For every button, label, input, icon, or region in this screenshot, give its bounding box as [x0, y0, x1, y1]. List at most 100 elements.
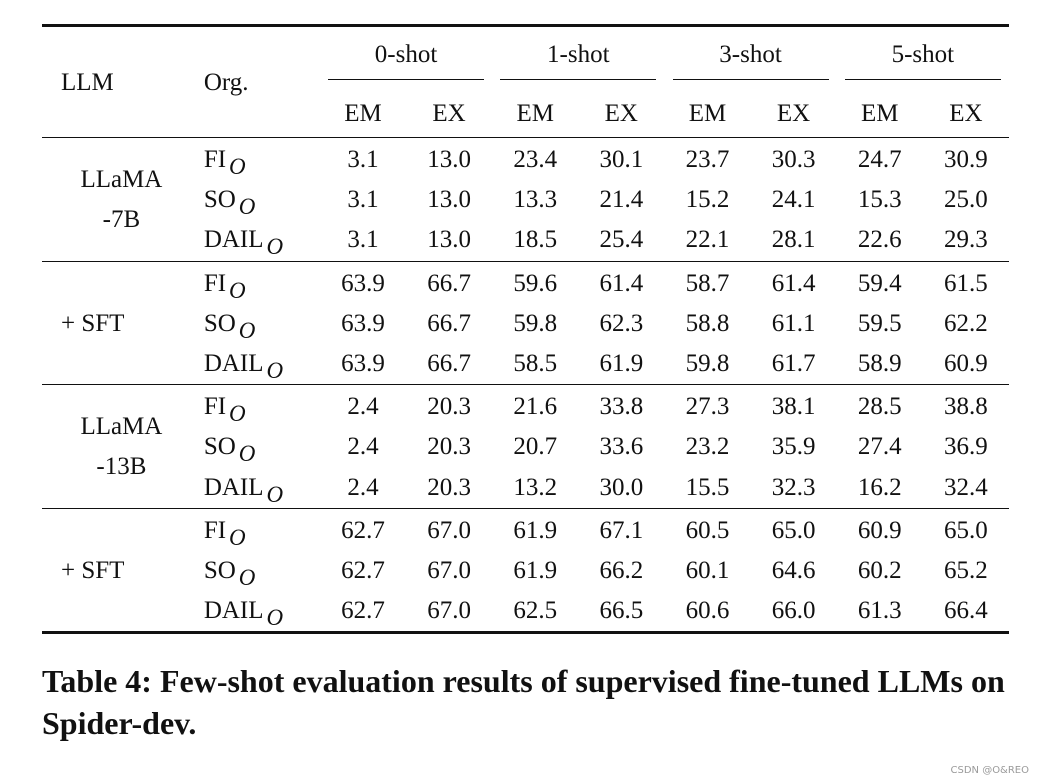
value-cell: 3.1 — [347, 186, 379, 214]
header-shot-label: 3-shot — [719, 40, 782, 68]
org-subscript: O — [229, 524, 246, 550]
value-cell: 13.0 — [427, 186, 471, 214]
value-cell: 62.7 — [319, 507, 407, 551]
value-cell: 21.6 — [492, 384, 579, 428]
table-row: SO O 62.7 67.0 61.9 66.2 60.1 64.6 60.2 65.2 — [42, 551, 1009, 591]
header-shot-1: 1-shot — [492, 26, 664, 92]
table-caption: Table 4: Few-shot evaluation results of … — [42, 663, 1005, 741]
value-cell: 60.1 — [685, 556, 730, 584]
org-name: FI — [203, 516, 227, 544]
org-name: SO — [203, 186, 236, 214]
value-cell: 61.4 — [750, 260, 837, 304]
org-cell: FI O — [200, 137, 320, 181]
table-row: LLaMA -13B FI O 2.4 20.3 21.6 33.8 27.3 38.1 28.5 3… — [42, 384, 1009, 509]
header-shot-label: 0-shot — [374, 40, 438, 68]
org-cell: DAIL O — [201, 468, 320, 509]
value-cell: 63.9 — [341, 350, 385, 378]
value-cell: 20.3 — [406, 384, 493, 428]
value-cell: 28.1 — [771, 226, 816, 254]
org-subscript: O — [238, 194, 256, 220]
header-metric: EM — [860, 100, 899, 127]
value-cell: 61.3 — [857, 597, 902, 625]
value-cell: 20.3 — [427, 473, 471, 501]
table-row: DAIL O 2.4 20.3 13.2 30.0 15.5 32.3 16.2 32.4 — [42, 468, 1009, 509]
value-cell: 62.5 — [513, 597, 558, 625]
header-metric: EX — [432, 100, 466, 127]
value-cell: 63.9 — [341, 309, 385, 337]
table-row: LLaMA -7B FI O 3.1 13.0 23.4 30.1 23.7 30.3 24.7 30… — [42, 137, 1009, 262]
shot-underline — [500, 78, 657, 80]
value-cell: 13.0 — [406, 137, 493, 181]
value-cell: 60.9 — [836, 507, 923, 551]
value-cell: 60.5 — [664, 507, 751, 551]
shot-underline — [328, 78, 485, 80]
llm-name: LLaMA — [80, 413, 163, 441]
value-cell: 36.9 — [944, 433, 988, 461]
org-cell: SO O — [201, 180, 320, 220]
value-cell: 59.6 — [492, 260, 579, 304]
llm-size: -13B — [96, 453, 147, 481]
value-cell: 30.1 — [578, 137, 665, 181]
org-name: DAIL — [203, 226, 264, 254]
llm-size: -7B — [102, 206, 141, 234]
value-cell: 30.0 — [599, 473, 644, 501]
value-cell: 15.3 — [857, 186, 902, 214]
value-cell: 65.0 — [922, 507, 1009, 551]
table-row: SO O 2.4 20.3 20.7 33.6 23.2 35.9 27.4 36.9 — [42, 427, 1009, 467]
shot-underline — [672, 78, 829, 80]
org-subscript: O — [238, 317, 256, 343]
org-cell: SO O — [201, 304, 320, 344]
value-cell: 27.4 — [857, 433, 902, 461]
watermark: CSDN @O&REO — [950, 765, 1030, 776]
table-row: DAIL O 62.7 67.0 62.5 66.5 60.6 66.0 61.3 66.4 — [42, 591, 1009, 633]
value-cell: 62.3 — [599, 309, 644, 337]
org-cell: SO O — [201, 551, 320, 591]
value-cell: 61.1 — [771, 309, 816, 337]
value-cell: 61.9 — [492, 507, 579, 551]
value-cell: 22.6 — [857, 226, 902, 254]
value-cell: 23.4 — [492, 137, 579, 181]
value-cell: 22.1 — [685, 226, 730, 254]
value-cell: 65.0 — [750, 507, 837, 551]
table-row: + SFT FI O 63.9 66.7 59.6 61.4 58.7 61.4 59.4 61.5 — [42, 260, 1009, 385]
value-cell: 2.4 — [347, 433, 379, 461]
header-metric: EM — [344, 100, 382, 127]
org-cell: FI O — [200, 260, 320, 304]
value-cell: 21.4 — [599, 186, 644, 214]
value-cell: 66.5 — [599, 597, 644, 625]
header-row-metrics: EM EX EM EX EM EX EM EX — [42, 91, 1009, 138]
value-cell: 16.2 — [857, 473, 902, 501]
shot-underline — [844, 78, 1001, 80]
org-cell: FI O — [200, 384, 320, 428]
value-cell: 38.8 — [922, 384, 1009, 428]
org-name: SO — [203, 556, 236, 584]
header-shot-label: 5-shot — [891, 40, 955, 68]
value-cell: 2.4 — [319, 384, 407, 428]
value-cell: 59.8 — [513, 309, 558, 337]
header-metric: EX — [949, 100, 983, 127]
value-cell: 60.6 — [685, 597, 730, 625]
header-shot-0: 0-shot — [320, 26, 492, 92]
org-subscript: O — [229, 401, 246, 427]
results-table: LLM Org. 0-shot 1-shot 3-shot 5-shot EM … — [42, 24, 1009, 635]
value-cell: 30.3 — [750, 137, 837, 181]
value-cell: 66.0 — [771, 597, 816, 625]
value-cell: 61.9 — [599, 350, 644, 378]
header-row-shots: LLM Org. 0-shot 1-shot 3-shot 5-shot — [42, 26, 1009, 96]
header-metric: EM — [688, 100, 727, 127]
value-cell: 23.7 — [664, 137, 751, 181]
org-cell: DAIL O — [201, 344, 320, 385]
llm-name: LLaMA — [80, 166, 163, 194]
value-cell: 3.1 — [319, 137, 407, 181]
org-subscript: O — [266, 234, 284, 260]
value-cell: 29.3 — [944, 226, 988, 254]
llm-name: + SFT — [61, 309, 125, 337]
org-cell: FI O — [200, 507, 320, 551]
value-cell: 61.5 — [922, 260, 1009, 304]
value-cell: 63.9 — [319, 260, 407, 304]
org-subscript: O — [266, 358, 284, 384]
header-llm: LLM — [61, 69, 114, 96]
value-cell: 20.3 — [427, 433, 471, 461]
header-metric: EX — [604, 100, 638, 127]
org-cell: DAIL O — [201, 220, 320, 261]
